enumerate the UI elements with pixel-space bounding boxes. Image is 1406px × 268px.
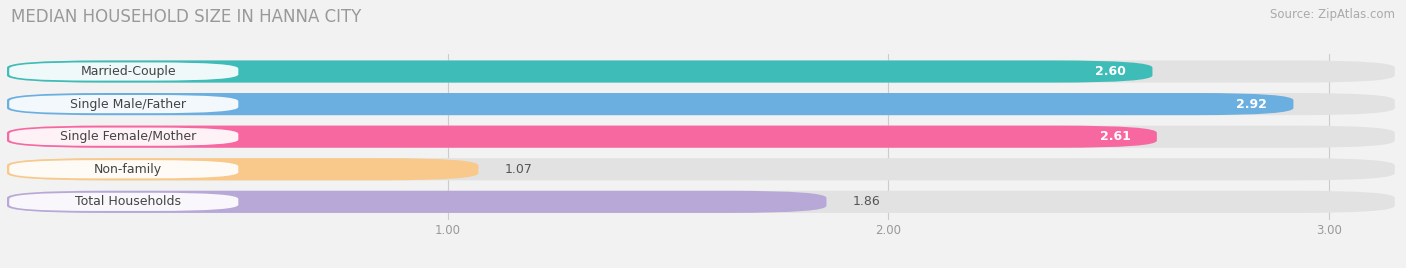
Text: Non-family: Non-family xyxy=(94,163,162,176)
FancyBboxPatch shape xyxy=(10,160,238,178)
FancyBboxPatch shape xyxy=(7,126,1395,148)
FancyBboxPatch shape xyxy=(7,126,1157,148)
Text: 1.86: 1.86 xyxy=(853,195,880,208)
FancyBboxPatch shape xyxy=(10,95,238,113)
Text: 2.92: 2.92 xyxy=(1236,98,1267,111)
Text: Married-Couple: Married-Couple xyxy=(80,65,176,78)
FancyBboxPatch shape xyxy=(10,193,238,211)
Text: Total Households: Total Households xyxy=(75,195,181,208)
FancyBboxPatch shape xyxy=(7,93,1395,115)
Text: Source: ZipAtlas.com: Source: ZipAtlas.com xyxy=(1270,8,1395,21)
FancyBboxPatch shape xyxy=(7,191,827,213)
Text: Single Female/Mother: Single Female/Mother xyxy=(60,130,197,143)
FancyBboxPatch shape xyxy=(7,61,1395,83)
FancyBboxPatch shape xyxy=(7,158,1395,180)
Text: MEDIAN HOUSEHOLD SIZE IN HANNA CITY: MEDIAN HOUSEHOLD SIZE IN HANNA CITY xyxy=(11,8,361,26)
FancyBboxPatch shape xyxy=(7,61,1153,83)
Text: Single Male/Father: Single Male/Father xyxy=(70,98,186,111)
FancyBboxPatch shape xyxy=(7,158,478,180)
Text: 2.60: 2.60 xyxy=(1095,65,1126,78)
FancyBboxPatch shape xyxy=(10,128,238,146)
Text: 1.07: 1.07 xyxy=(505,163,533,176)
Text: 2.61: 2.61 xyxy=(1099,130,1130,143)
FancyBboxPatch shape xyxy=(7,93,1294,115)
FancyBboxPatch shape xyxy=(7,191,1395,213)
FancyBboxPatch shape xyxy=(10,62,238,81)
